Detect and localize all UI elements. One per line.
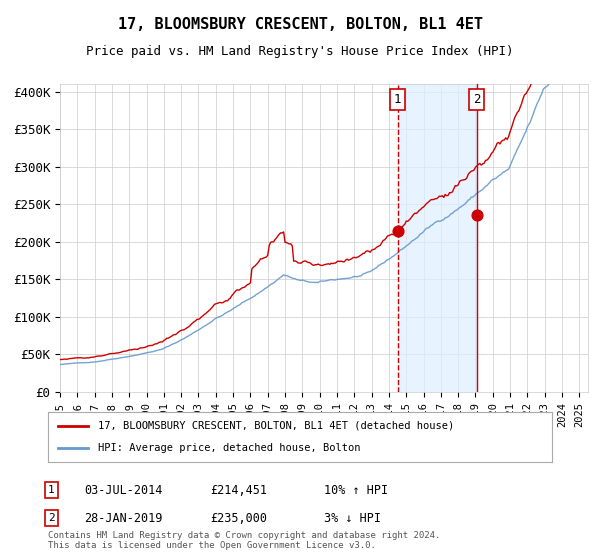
- Text: 03-JUL-2014: 03-JUL-2014: [84, 483, 163, 497]
- Text: 28-JAN-2019: 28-JAN-2019: [84, 511, 163, 525]
- Text: 1: 1: [48, 485, 55, 495]
- Point: [472, 211, 482, 220]
- Text: 17, BLOOMSBURY CRESCENT, BOLTON, BL1 4ET (detached house): 17, BLOOMSBURY CRESCENT, BOLTON, BL1 4ET…: [98, 421, 455, 431]
- Bar: [398, 84, 477, 392]
- Text: £214,451: £214,451: [210, 483, 267, 497]
- Text: 10% ↑ HPI: 10% ↑ HPI: [324, 483, 388, 497]
- Text: 17, BLOOMSBURY CRESCENT, BOLTON, BL1 4ET: 17, BLOOMSBURY CRESCENT, BOLTON, BL1 4ET: [118, 17, 482, 32]
- Text: £235,000: £235,000: [210, 511, 267, 525]
- Text: 3% ↓ HPI: 3% ↓ HPI: [324, 511, 381, 525]
- Text: HPI: Average price, detached house, Bolton: HPI: Average price, detached house, Bolt…: [98, 443, 361, 453]
- Text: Contains HM Land Registry data © Crown copyright and database right 2024.
This d: Contains HM Land Registry data © Crown c…: [48, 530, 440, 550]
- Text: 2: 2: [48, 513, 55, 523]
- Point: [393, 226, 403, 235]
- Text: Price paid vs. HM Land Registry's House Price Index (HPI): Price paid vs. HM Land Registry's House …: [86, 45, 514, 58]
- Text: 1: 1: [394, 93, 401, 106]
- Text: 2: 2: [473, 93, 481, 106]
